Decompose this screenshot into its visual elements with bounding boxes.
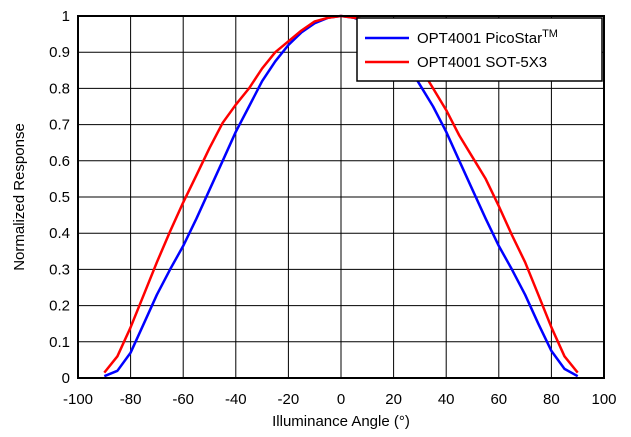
x-tick-label: 0 <box>337 391 345 408</box>
y-tick-label: 0.6 <box>49 153 70 170</box>
x-tick-labels: -100 -80 -60 -40 -20 0 20 40 60 80 100 <box>63 391 617 408</box>
x-axis-title: Illuminance Angle (°) <box>272 413 410 430</box>
y-tick-labels: 0 0.1 0.2 0.3 0.4 0.5 0.6 0.7 0.8 0.9 1 <box>49 8 70 387</box>
x-tick-label: -60 <box>172 391 194 408</box>
y-tick-label: 0.7 <box>49 117 70 134</box>
x-tick-label: 80 <box>543 391 560 408</box>
legend-label-picostar-superscript: TM <box>542 28 558 40</box>
y-axis-title: Normalized Response <box>11 123 28 271</box>
x-tick-label: -40 <box>225 391 247 408</box>
x-tick-label: 60 <box>490 391 507 408</box>
x-tick-label: -20 <box>278 391 300 408</box>
legend: OPT4001 PicoStarTM OPT4001 SOT-5X3 <box>356 17 603 82</box>
y-tick-label: 0.8 <box>49 80 70 97</box>
y-tick-label: 0 <box>62 370 70 387</box>
y-tick-label: 0.2 <box>49 298 70 315</box>
legend-label-picostar: OPT4001 PicoStarTM <box>417 28 558 47</box>
x-tick-label: 20 <box>385 391 402 408</box>
x-tick-label: 100 <box>591 391 616 408</box>
x-tick-label: -80 <box>120 391 142 408</box>
legend-label-picostar-name: OPT4001 PicoStar <box>417 30 542 47</box>
legend-label-sot: OPT4001 SOT-5X3 <box>417 54 547 71</box>
y-tick-label: 0.3 <box>49 261 70 278</box>
y-tick-label: 0.4 <box>49 225 70 242</box>
legend-box <box>356 17 603 82</box>
plot-frame <box>77 15 605 379</box>
y-tick-label: 0.1 <box>49 334 70 351</box>
y-tick-label: 1 <box>62 8 70 25</box>
x-tick-label: -100 <box>63 391 93 408</box>
y-tick-label: 0.5 <box>49 189 70 206</box>
x-tick-label: 40 <box>438 391 455 408</box>
y-tick-label: 0.9 <box>49 44 70 61</box>
